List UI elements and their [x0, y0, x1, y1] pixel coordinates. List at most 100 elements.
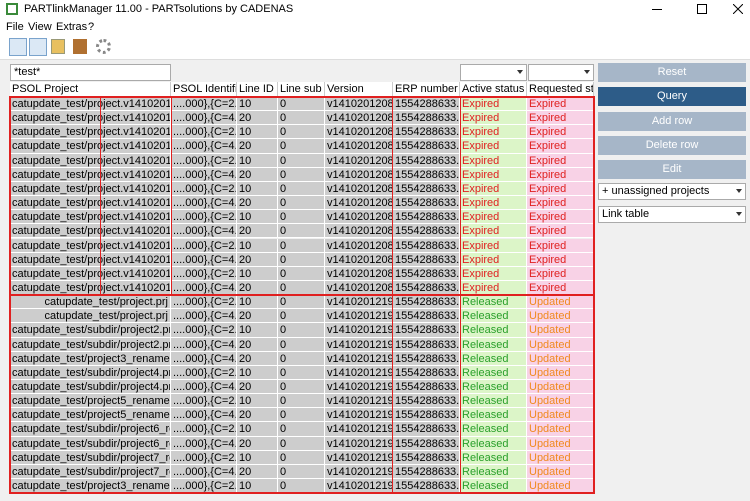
tool-button[interactable]	[96, 39, 111, 54]
dropdown-arrow	[736, 189, 742, 193]
dropdown-arrow	[736, 212, 742, 216]
menu-item[interactable]: File	[6, 21, 24, 33]
table-cell: 0	[278, 408, 325, 423]
table-cell: 20	[237, 351, 278, 366]
table-cell: 1554288633.7	[393, 380, 460, 395]
table-cell: 0	[278, 295, 325, 310]
table-cell: Updated	[527, 365, 594, 380]
table-cell: ....000},{C=2.000}	[171, 181, 237, 197]
menu-item[interactable]: View	[28, 21, 52, 33]
filter-input[interactable]: *test*	[10, 64, 171, 81]
table-cell: Released	[460, 337, 527, 352]
minimize-button[interactable]	[652, 9, 662, 10]
table-cell: 0	[278, 450, 325, 465]
table-cell: 20	[237, 252, 278, 267]
table-cell: 20	[237, 224, 278, 239]
button[interactable]: Add row	[598, 112, 746, 131]
table-cell: Expired	[460, 280, 527, 296]
table-cell: v141020120820	[325, 97, 393, 112]
table-cell: Released	[460, 394, 527, 409]
table-cell: Expired	[460, 167, 527, 182]
table-cell: 10	[237, 365, 278, 380]
table-cell: catupdate_test/project.v141020120836.prj	[10, 210, 171, 225]
table-cell: ....000},{C=2.000}	[171, 266, 237, 281]
menu-item[interactable]: ?	[88, 21, 95, 33]
tool-button[interactable]	[73, 39, 87, 54]
table-cell: 1554288633.6	[393, 181, 460, 197]
table-cell: 1554288633.6	[393, 365, 460, 380]
table-cell: ....000},{C=2.000}	[171, 97, 237, 112]
button[interactable]: Edit	[598, 160, 746, 179]
dropdown[interactable]: + unassigned projects	[598, 183, 746, 200]
table-cell: catupdate_test/project.v141020120828.prj	[10, 153, 171, 168]
table-cell: 0	[278, 111, 325, 126]
table-cell: Released	[460, 408, 527, 423]
table-cell: v141020120820	[325, 111, 393, 126]
table-cell: 20	[237, 464, 278, 480]
table-cell: Expired	[527, 280, 594, 296]
table-cell: 10	[237, 125, 278, 140]
table-cell: catupdate_test/project.v141020120828.prj	[10, 167, 171, 182]
table-cell: ....000},{C=2.000}	[171, 125, 237, 140]
table-cell: Expired	[527, 181, 594, 197]
table-cell: 1554288633.0	[393, 97, 460, 112]
table-cell: Expired	[460, 153, 527, 168]
table-cell: catupdate_test/project.v141020120836.prj	[10, 224, 171, 239]
table-cell: v141020121924	[325, 436, 393, 451]
button[interactable]: Reset	[598, 63, 746, 82]
table-cell: Expired	[527, 125, 594, 140]
table-cell: 1554288633.5	[393, 351, 460, 366]
table-cell: 1554288633.11	[393, 252, 460, 267]
menu-item[interactable]: Extras	[56, 21, 88, 33]
close-button[interactable]	[733, 4, 743, 14]
table-cell: Released	[460, 365, 527, 380]
table-cell: catupdate_test/project3_rename.prj	[10, 479, 171, 494]
dropdown[interactable]: Link table	[598, 206, 746, 223]
table-cell: Updated	[527, 422, 594, 437]
table-cell: v141020121927	[325, 464, 393, 480]
table-cell: catupdate_test/project.v141020120832.prj	[10, 196, 171, 211]
table-cell: Expired	[460, 210, 527, 225]
filter-dropdown[interactable]	[528, 64, 594, 81]
table-cell: catupdate_test/project.v141020120820.prj	[10, 97, 171, 112]
table-cell: Expired	[527, 238, 594, 253]
table-cell: ....000},{C=2.000}	[171, 323, 237, 338]
filter-dropdown[interactable]	[460, 64, 527, 81]
dropdown-text: + unassigned projects	[602, 185, 710, 197]
table-cell: 20	[237, 408, 278, 423]
column-header[interactable]: PSOL Project	[10, 82, 171, 97]
table-cell: Released	[460, 479, 527, 494]
table-cell: 20	[237, 196, 278, 211]
button[interactable]: Query	[598, 87, 746, 106]
title-bar: PARTlinkManager 11.00 - PARTsolutions by…	[0, 0, 750, 20]
table-cell: v141020120832	[325, 181, 393, 197]
button[interactable]: Delete row	[598, 136, 746, 155]
table-cell: ....000},{C=2.000}	[171, 479, 237, 494]
tool-button[interactable]	[9, 38, 27, 56]
tool-button[interactable]	[29, 38, 47, 56]
table-cell: ....000},{C=4.000}	[171, 436, 237, 451]
table-cell: 0	[278, 380, 325, 395]
table-cell: Expired	[460, 266, 527, 281]
table-cell: Expired	[527, 167, 594, 182]
table-cell: ....000},{C=4.000}	[171, 252, 237, 267]
table-cell: ....000},{C=2.000}	[171, 210, 237, 225]
maximize-button[interactable]	[697, 4, 707, 14]
table-cell: Expired	[527, 266, 594, 281]
tool-button[interactable]	[51, 39, 65, 54]
table-cell: Released	[460, 295, 527, 310]
table-cell: ....000},{C=4.000}	[171, 351, 237, 366]
table-cell: Expired	[460, 238, 527, 253]
table-cell: 20	[237, 111, 278, 126]
table-cell: 1554288633.10	[393, 422, 460, 437]
table-cell: v141020121941	[325, 295, 393, 310]
table-cell: catupdate_test/subdir/project2.prj	[10, 323, 171, 338]
table-cell: 10	[237, 323, 278, 338]
table-cell: 1554288633.7	[393, 196, 460, 211]
table-cell: 10	[237, 394, 278, 409]
table-cell: 0	[278, 351, 325, 366]
table-cell: 20	[237, 309, 278, 324]
table-cell: 1554288633.12	[393, 266, 460, 281]
table-cell: 1554288633.0	[393, 295, 460, 310]
